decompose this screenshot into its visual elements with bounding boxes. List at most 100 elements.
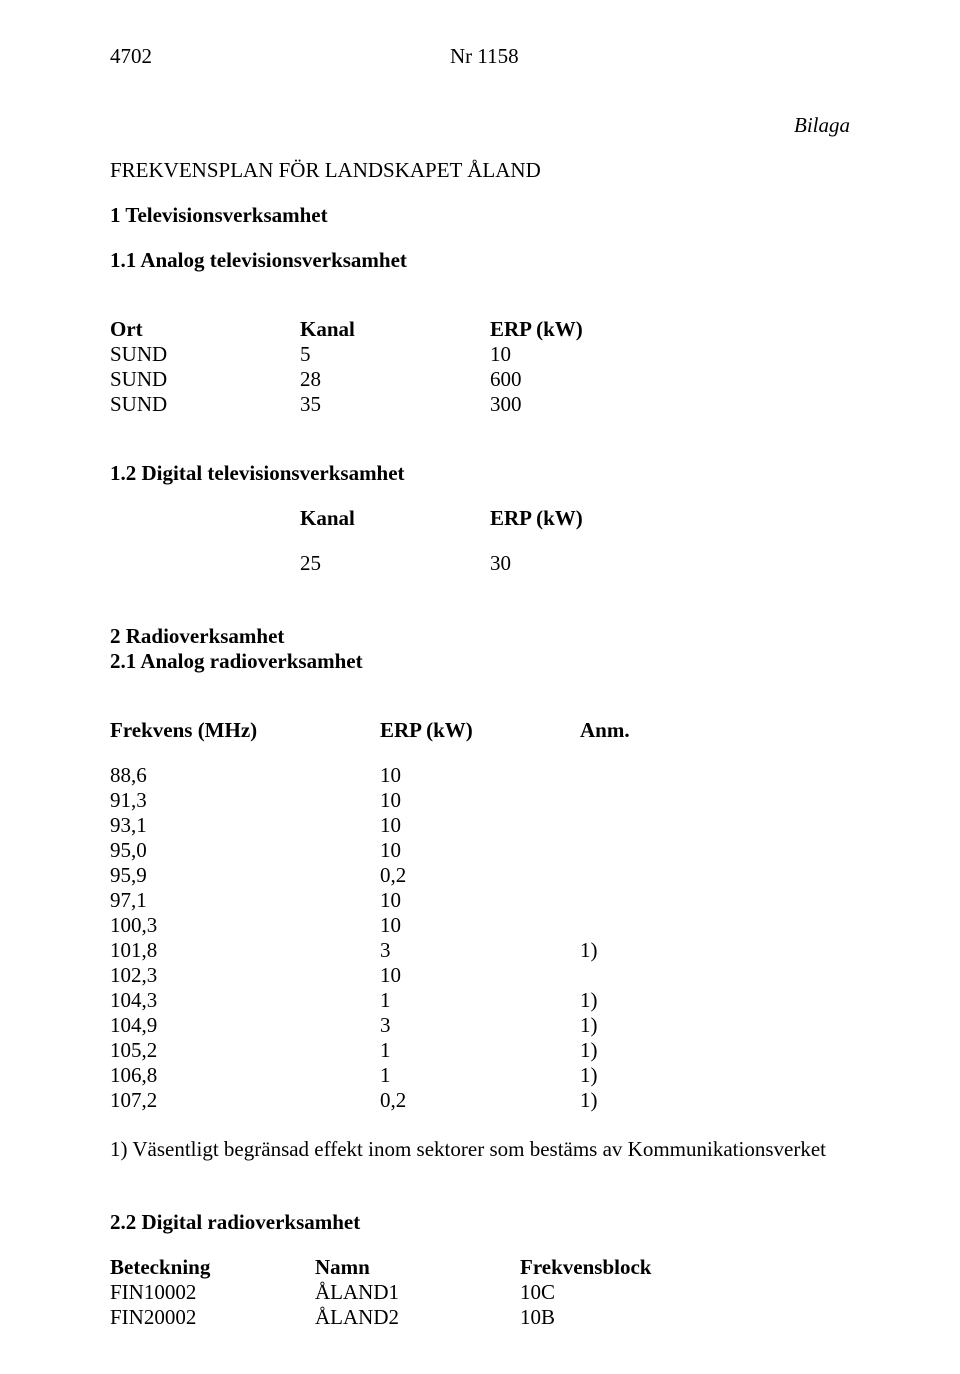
section-1-1-title: 1.1 Analog televisionsverksamhet [110,248,850,273]
col-erp: ERP (kW) [380,718,580,743]
col-anm: Anm. [580,718,730,743]
table-row: 97,110 [110,888,730,913]
cell-erp: 0,2 [380,863,580,888]
analog-tv-table: Ort Kanal ERP (kW) SUND 5 10 SUND 28 600… [110,317,640,417]
cell-anm [580,763,730,788]
table-row: 105,211) [110,1038,730,1063]
cell-erp: 10 [380,913,580,938]
cell-kanal: 28 [300,367,490,392]
table-row: 107,20,21) [110,1088,730,1113]
cell-erp: 3 [380,938,580,963]
col-kanal: Kanal [300,317,490,342]
cell-anm [580,838,730,863]
header-doc-number: Nr 1158 [450,44,710,69]
cell-anm [580,963,730,988]
section-2-title: 2 Radioverksamhet [110,624,850,649]
table-row: SUND 5 10 [110,342,640,367]
col-ort: Ort [110,317,300,342]
cell-ort: SUND [110,367,300,392]
section-2-2-title: 2.2 Digital radioverksamhet [110,1210,850,1235]
table-row: 88,610 [110,763,730,788]
table-row: 91,310 [110,788,730,813]
table-row: SUND 35 300 [110,392,640,417]
table-row: SUND 28 600 [110,367,640,392]
table-header-row: Ort Kanal ERP (kW) [110,317,640,342]
col-kanal: Kanal [300,506,490,531]
cell-namn: ÅLAND1 [315,1280,520,1305]
section-2-1-title: 2.1 Analog radioverksamhet [110,649,850,674]
col-erp: ERP (kW) [490,317,640,342]
cell-freq: 102,3 [110,963,380,988]
cell-freq: 100,3 [110,913,380,938]
col-erp: ERP (kW) [490,506,640,531]
cell-freq: 88,6 [110,763,380,788]
cell-erp: 30 [490,551,640,576]
cell-freq: 105,2 [110,1038,380,1063]
cell-erp: 300 [490,392,640,417]
cell-ort: SUND [110,342,300,367]
cell-erp: 0,2 [380,1088,580,1113]
footnote: 1) Väsentligt begränsad effekt inom sekt… [110,1137,850,1162]
cell-erp: 3 [380,1013,580,1038]
digital-tv-table: Kanal ERP (kW) 25 30 [300,506,640,576]
cell-freq: 104,3 [110,988,380,1013]
page-header: 4702 Nr 1158 [110,44,850,69]
cell-erp: 10 [380,788,580,813]
cell-anm: 1) [580,1038,730,1063]
cell-beteckning: FIN10002 [110,1280,315,1305]
table-header-row: Beteckning Namn Frekvensblock [110,1255,740,1280]
cell-anm [580,813,730,838]
cell-kanal: 35 [300,392,490,417]
table-row: 100,310 [110,913,730,938]
cell-anm: 1) [580,988,730,1013]
digital-radio-table: Beteckning Namn Frekvensblock FIN10002 Å… [110,1255,740,1330]
cell-freq: 101,8 [110,938,380,963]
cell-freq: 91,3 [110,788,380,813]
col-namn: Namn [315,1255,520,1280]
cell-freq: 95,9 [110,863,380,888]
analog-radio-table: Frekvens (MHz) ERP (kW) Anm. 88,610 91,3… [110,718,730,1113]
cell-erp: 10 [380,763,580,788]
cell-anm [580,913,730,938]
cell-freqblock: 10B [520,1305,740,1330]
cell-freq: 93,1 [110,813,380,838]
header-page-number: 4702 [110,44,450,69]
cell-ort: SUND [110,392,300,417]
table-row: 95,010 [110,838,730,863]
cell-anm [580,788,730,813]
col-beteckning: Beteckning [110,1255,315,1280]
appendix-label: Bilaga [110,113,850,138]
cell-erp: 1 [380,988,580,1013]
col-freqblock: Frekvensblock [520,1255,740,1280]
cell-anm: 1) [580,1088,730,1113]
table-header-row: Frekvens (MHz) ERP (kW) Anm. [110,718,730,743]
table-row: FIN20002 ÅLAND2 10B [110,1305,740,1330]
cell-erp: 10 [380,888,580,913]
cell-freq: 107,2 [110,1088,380,1113]
cell-freq: 104,9 [110,1013,380,1038]
table-row: 104,931) [110,1013,730,1038]
col-freq: Frekvens (MHz) [110,718,380,743]
main-heading: FREKVENSPLAN FÖR LANDSKAPET ÅLAND [110,158,850,183]
table-row: FIN10002 ÅLAND1 10C [110,1280,740,1305]
cell-erp: 1 [380,1038,580,1063]
cell-kanal: 25 [300,551,490,576]
cell-namn: ÅLAND2 [315,1305,520,1330]
cell-beteckning: FIN20002 [110,1305,315,1330]
cell-anm: 1) [580,1063,730,1088]
table-row: 101,831) [110,938,730,963]
cell-freq: 95,0 [110,838,380,863]
cell-anm [580,888,730,913]
cell-kanal: 5 [300,342,490,367]
table-row: 104,311) [110,988,730,1013]
cell-freqblock: 10C [520,1280,740,1305]
cell-erp: 10 [380,838,580,863]
cell-freq: 97,1 [110,888,380,913]
table-row: 95,90,2 [110,863,730,888]
page: 4702 Nr 1158 Bilaga FREKVENSPLAN FÖR LAN… [0,0,960,1374]
table-row: 25 30 [300,551,640,576]
section-1-title: 1 Televisionsverksamhet [110,203,850,228]
cell-anm: 1) [580,938,730,963]
cell-erp: 10 [490,342,640,367]
table-row: 93,110 [110,813,730,838]
